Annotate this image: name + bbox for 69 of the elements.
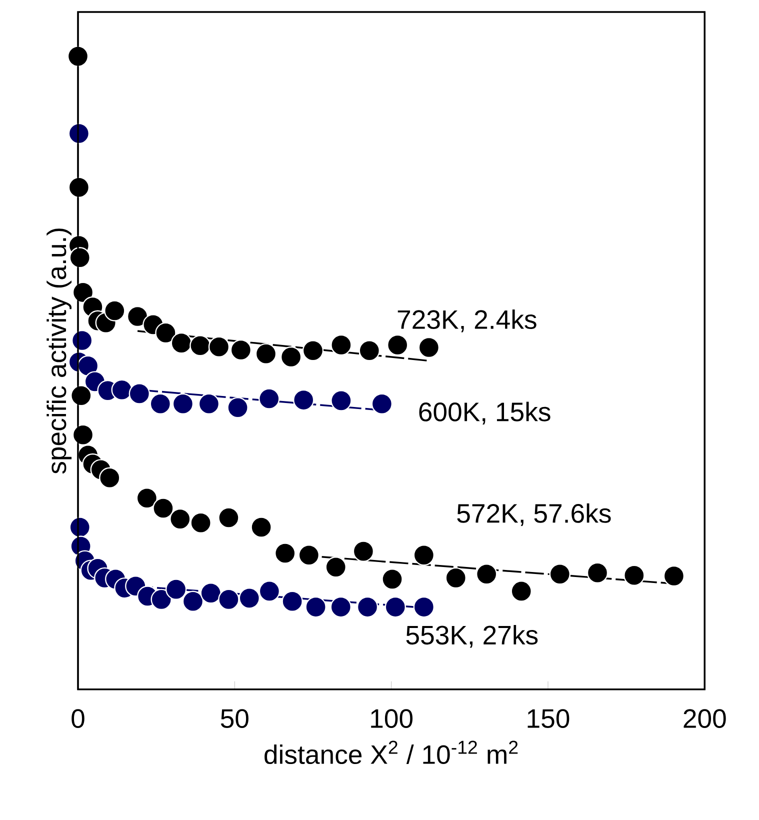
point <box>111 379 132 401</box>
point <box>227 397 248 418</box>
point <box>126 306 148 328</box>
point <box>624 564 645 586</box>
point <box>238 588 260 609</box>
point <box>302 340 324 362</box>
point <box>382 568 403 590</box>
point <box>190 335 211 356</box>
point <box>218 588 240 610</box>
x-axis-title: distance X$^{2}$ / 10$^{-12}$ m$^{2}$ <box>264 740 518 764</box>
point <box>208 336 230 358</box>
point <box>330 334 352 356</box>
point <box>230 339 252 361</box>
series-label: 572K, 57.6ks <box>457 503 611 526</box>
point <box>330 596 352 618</box>
point <box>325 556 346 578</box>
point <box>298 544 320 566</box>
point <box>198 393 220 414</box>
point <box>172 393 194 414</box>
point <box>476 564 498 585</box>
point <box>99 467 120 488</box>
point <box>352 540 374 562</box>
point <box>170 508 191 530</box>
point <box>274 542 296 564</box>
point <box>258 388 280 410</box>
series-label: 553K, 27ks <box>406 625 538 648</box>
point <box>136 488 158 509</box>
point <box>305 596 326 618</box>
point <box>418 336 440 358</box>
point <box>280 346 302 368</box>
x-tick-label: 50 <box>220 709 248 728</box>
series-label: 600K, 15ks <box>419 402 550 425</box>
point <box>200 582 222 604</box>
x-tick-label: 0 <box>72 709 84 728</box>
point <box>371 393 393 414</box>
x-tick-label: 150 <box>528 709 570 728</box>
point <box>413 544 435 566</box>
point <box>155 322 176 344</box>
point <box>72 424 94 446</box>
point <box>170 332 192 354</box>
x-tick-label: 100 <box>371 709 413 728</box>
point <box>510 580 532 602</box>
y-axis-title: specific activity (a.u.) <box>46 228 72 474</box>
point <box>663 565 685 587</box>
point <box>218 507 240 528</box>
point <box>330 390 352 412</box>
point <box>165 578 187 600</box>
point <box>549 564 570 585</box>
point <box>384 596 406 618</box>
point <box>413 596 435 618</box>
point <box>250 516 272 538</box>
point <box>182 590 204 612</box>
point <box>358 340 380 362</box>
x-tick-label: 200 <box>684 709 726 728</box>
series-label: 723K, 2.4ks <box>398 309 536 332</box>
point <box>150 393 172 414</box>
point <box>258 580 280 602</box>
point <box>255 343 277 364</box>
point <box>190 512 212 534</box>
point <box>152 498 174 519</box>
point <box>104 300 126 322</box>
point <box>387 334 408 356</box>
point <box>586 562 608 584</box>
point <box>150 588 172 610</box>
point <box>356 596 378 618</box>
point <box>445 567 466 589</box>
point <box>128 383 150 404</box>
point <box>293 389 314 411</box>
point <box>282 590 303 612</box>
